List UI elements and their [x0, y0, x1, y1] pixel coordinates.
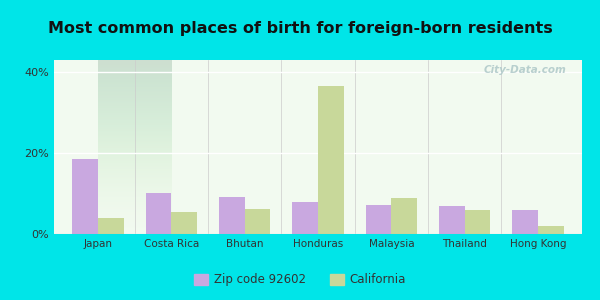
Bar [512, 210, 538, 234]
Text: Most common places of birth for foreign-born residents: Most common places of birth for foreign-… [47, 21, 553, 36]
Bar [538, 226, 563, 234]
Bar [146, 193, 172, 234]
Text: City-Data.com: City-Data.com [484, 65, 566, 75]
Bar [172, 212, 197, 234]
Bar [73, 159, 98, 234]
Bar [219, 197, 245, 234]
Bar [391, 198, 417, 234]
Bar [245, 209, 271, 234]
Bar [464, 210, 490, 234]
Bar [318, 86, 344, 234]
Bar [98, 218, 124, 234]
Bar [292, 202, 318, 234]
Legend: Zip code 92602, California: Zip code 92602, California [189, 269, 411, 291]
Bar [439, 206, 464, 234]
Bar [365, 205, 391, 234]
